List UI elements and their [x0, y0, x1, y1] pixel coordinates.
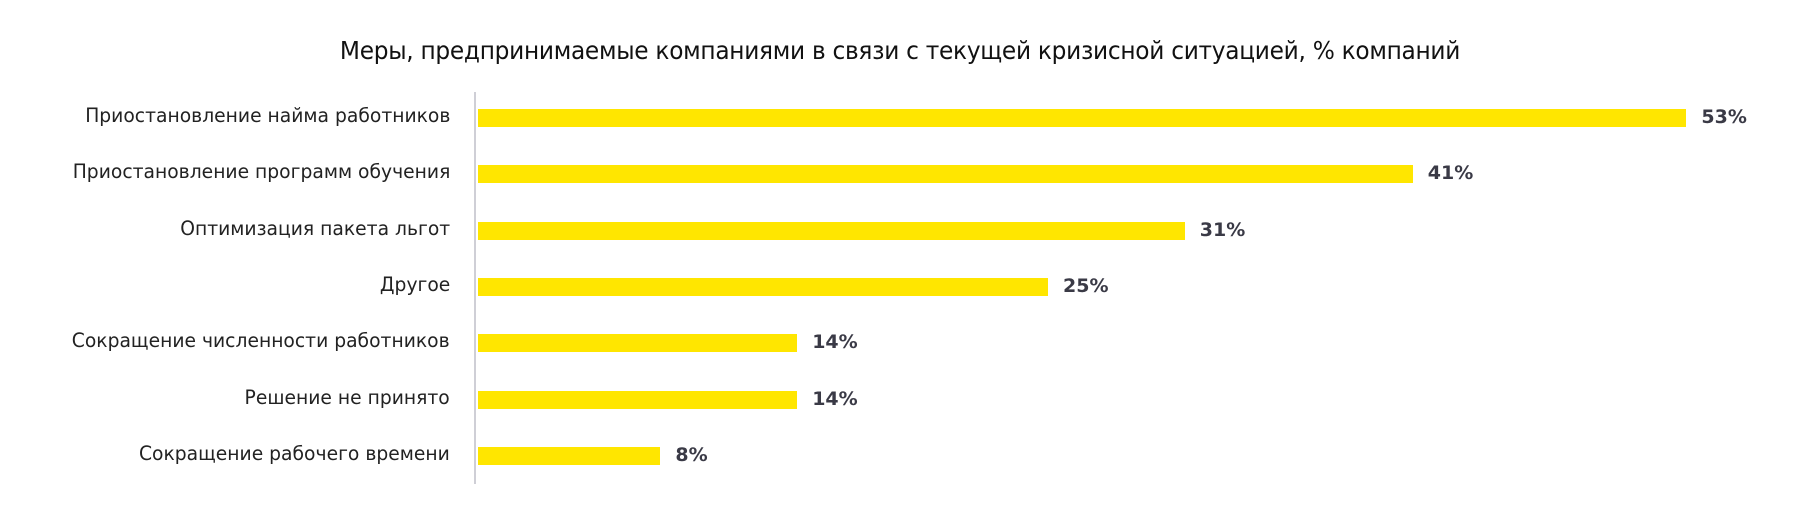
bar: [478, 109, 1687, 127]
bar: [478, 277, 1048, 296]
category-label: Сокращение рабочего времени: [139, 441, 450, 465]
bar-row: Оптимизация пакета льгот 31%: [0, 217, 1800, 242]
category-label: Приостановление найма работников: [84, 104, 450, 127]
bar-row: Сокращение численности работников 14%: [0, 329, 1800, 354]
bar: [478, 390, 798, 409]
value-label: 14%: [812, 387, 858, 410]
bar: [478, 334, 798, 353]
category-label: Оптимизация пакета льгот: [180, 216, 450, 240]
value-label: 53%: [1701, 106, 1747, 128]
category-label: Сокращение численности работников: [72, 329, 450, 353]
category-label: Другое: [379, 272, 450, 296]
value-label: 14%: [812, 331, 858, 354]
value-label: 41%: [1427, 162, 1474, 185]
bar: [478, 221, 1185, 240]
bar-row: Приостановление программ обучения 41%: [0, 160, 1800, 185]
bar: [478, 165, 1413, 184]
category-label: Решение не принято: [244, 385, 450, 409]
bar-row: Решение не принято 14%: [0, 386, 1800, 411]
value-label: 8%: [675, 443, 708, 466]
bar: [478, 446, 661, 465]
value-label: 25%: [1063, 274, 1109, 297]
value-label: 31%: [1199, 218, 1246, 241]
chart-title: Меры, предпринимаемые компаниями в связи…: [339, 36, 1461, 65]
y-axis-line: [474, 92, 476, 484]
category-label: Приостановление программ обучения: [72, 160, 450, 184]
bar-row: Приостановление найма работников 53%: [0, 104, 1800, 129]
bar-row: Сокращение рабочего времени 8%: [0, 442, 1800, 467]
bar-row: Другое 25%: [0, 273, 1800, 298]
